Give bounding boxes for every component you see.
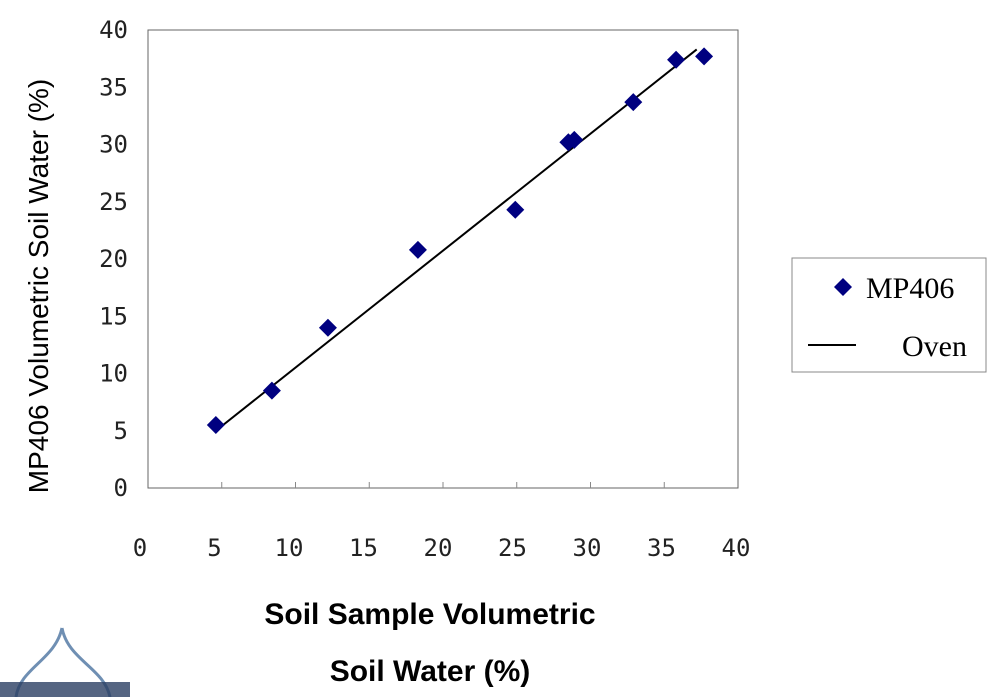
y-tick-label: 20 bbox=[99, 245, 128, 273]
legend-marker-mp406 bbox=[834, 278, 852, 296]
data-point-mp406 bbox=[667, 50, 686, 69]
data-point-mp406 bbox=[506, 200, 525, 219]
data-point-mp406 bbox=[206, 416, 225, 435]
x-tick-label: 25 bbox=[498, 534, 527, 562]
data-point-mp406 bbox=[262, 381, 281, 400]
legend: MP406 Oven bbox=[791, 257, 987, 373]
x-axis-label-line1: Soil Sample Volumetric bbox=[264, 598, 595, 631]
x-tick-labels: 0 5 10 15 20 25 30 35 40 bbox=[133, 534, 751, 562]
x-tick-label: 0 bbox=[133, 534, 147, 562]
x-axis-label-line2: Soil Water (%) bbox=[330, 655, 531, 688]
legend-box bbox=[791, 257, 987, 373]
x-tick-label: 35 bbox=[647, 534, 676, 562]
logo bbox=[0, 627, 130, 697]
legend-label-mp406: MP406 bbox=[866, 272, 954, 305]
data-point-mp406 bbox=[695, 47, 714, 66]
series-line-oven bbox=[215, 48, 698, 432]
data-point-mp406 bbox=[318, 318, 337, 337]
plot-area bbox=[147, 29, 739, 489]
x-tick-label: 40 bbox=[722, 534, 751, 562]
y-tick-label: 15 bbox=[99, 302, 128, 330]
y-tick-label: 0 bbox=[114, 474, 128, 502]
data-point-mp406 bbox=[408, 240, 427, 259]
x-tick-label: 5 bbox=[207, 534, 221, 562]
data-point-mp406 bbox=[565, 130, 584, 149]
x-tick-label: 10 bbox=[275, 534, 304, 562]
x-tick-label: 20 bbox=[424, 534, 453, 562]
data-markers bbox=[206, 47, 714, 435]
y-tick-label: 10 bbox=[99, 360, 128, 388]
y-tick-label: 40 bbox=[99, 16, 128, 44]
x-tick-label: 30 bbox=[573, 534, 602, 562]
y-tick-label: 30 bbox=[99, 131, 128, 159]
logo-letter-shapes bbox=[0, 682, 130, 697]
fit-lines bbox=[215, 48, 698, 432]
y-tick-label: 25 bbox=[99, 188, 128, 216]
y-tick-labels: 0 5 10 15 20 25 30 35 40 bbox=[99, 16, 128, 502]
x-axis-ticks bbox=[221, 482, 665, 488]
data-point-mp406 bbox=[624, 93, 643, 112]
legend-label-oven: Oven bbox=[902, 330, 967, 363]
x-tick-label: 15 bbox=[349, 534, 378, 562]
y-axis-label: MP406 Volumetric Soil Water (%) bbox=[23, 79, 54, 493]
y-tick-label: 5 bbox=[114, 417, 128, 445]
y-tick-label: 35 bbox=[99, 73, 128, 101]
